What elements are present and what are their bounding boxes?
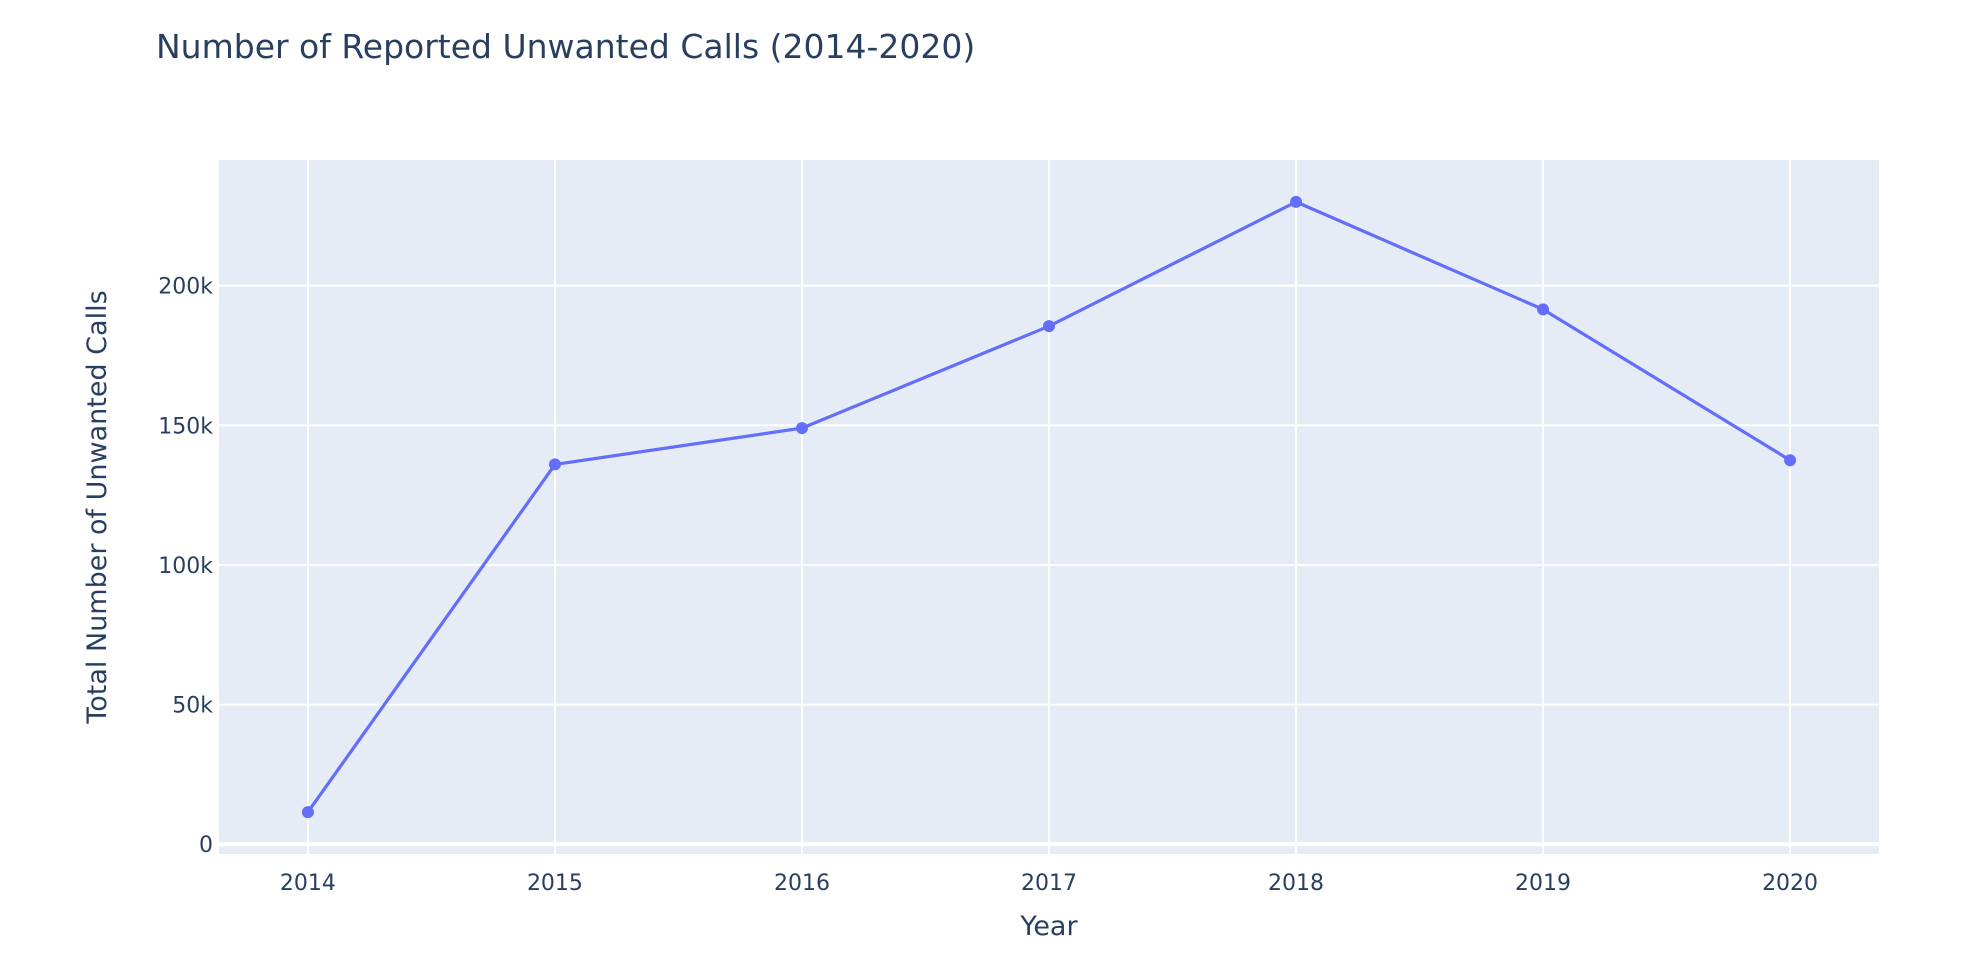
x-tick-label: 2020 <box>1762 871 1818 896</box>
x-tick-label: 2019 <box>1515 871 1571 896</box>
y-axis-title: Total Number of Unwanted Calls <box>82 290 113 724</box>
data-point <box>301 806 314 819</box>
data-points <box>301 195 1797 819</box>
x-tick-label: 2016 <box>774 871 830 896</box>
y-tick-label: 100k <box>158 554 213 579</box>
chart-title: Number of Reported Unwanted Calls (2014-… <box>156 27 975 66</box>
x-tick-label: 2015 <box>527 871 583 896</box>
data-point <box>1537 303 1550 316</box>
y-tick-label: 200k <box>158 275 213 300</box>
x-tick-label: 2014 <box>280 871 336 896</box>
y-tick-label: 50k <box>172 694 213 719</box>
x-tick-label: 2018 <box>1268 871 1324 896</box>
y-tick-label: 0 <box>199 833 213 858</box>
data-point <box>1784 454 1797 467</box>
data-point <box>548 458 561 471</box>
data-point <box>1043 320 1055 333</box>
data-point <box>1290 195 1303 208</box>
x-tick-labels: 2014 2015 2016 2017 2018 2019 2020 <box>280 871 1818 896</box>
y-tick-label: 150k <box>158 414 213 439</box>
y-tick-labels: 0 50k 100k 150k 200k <box>158 275 213 859</box>
x-gridlines <box>307 160 1791 854</box>
x-axis-title: Year <box>1019 911 1078 942</box>
x-tick-label: 2017 <box>1021 871 1077 896</box>
data-point <box>795 422 808 435</box>
